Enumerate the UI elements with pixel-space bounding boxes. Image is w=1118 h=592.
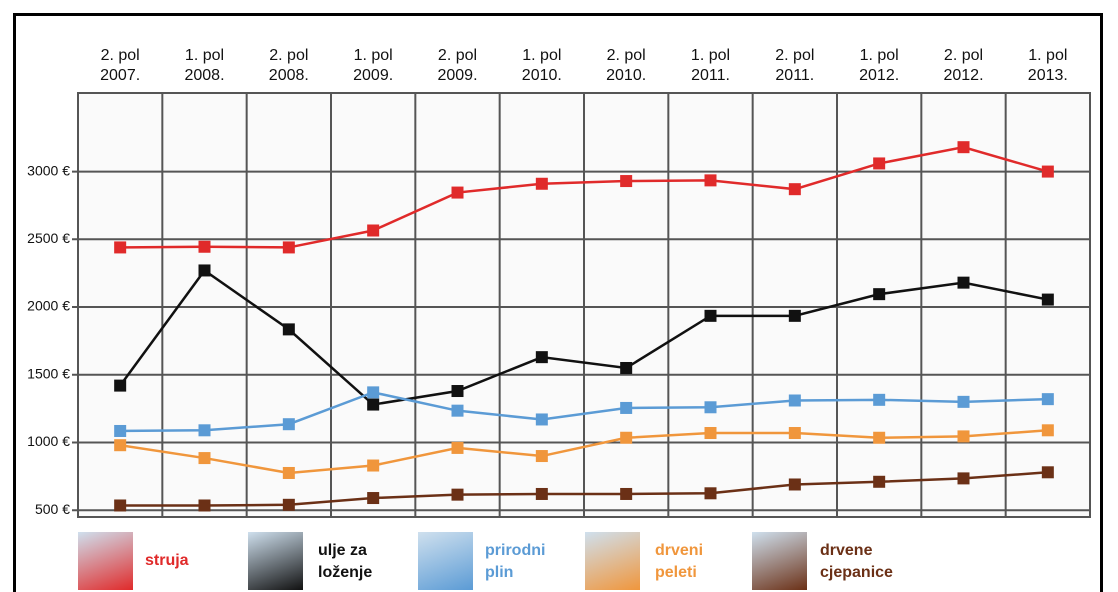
data-point <box>198 452 211 465</box>
data-point <box>535 413 548 426</box>
series-line <box>120 145 1049 249</box>
data-point <box>957 472 970 485</box>
data-point <box>620 175 633 188</box>
data-point <box>704 309 717 322</box>
data-point <box>114 241 127 254</box>
data-point <box>451 186 464 199</box>
x-tick-label: 2. pol 2008. <box>268 47 309 84</box>
data-point <box>788 478 801 491</box>
data-point <box>451 488 464 501</box>
data-point <box>198 240 211 253</box>
data-point <box>367 492 380 505</box>
data-point <box>114 499 127 512</box>
data-point <box>451 385 464 398</box>
legend-label: struja <box>145 552 189 569</box>
y-tick-label: 1500 € <box>27 365 70 381</box>
data-point <box>198 424 211 437</box>
legend-icon <box>418 532 473 590</box>
y-tick-label: 2500 € <box>27 230 70 246</box>
x-tick-label: 2. pol 2010. <box>606 47 647 84</box>
data-point <box>704 487 717 500</box>
data-point <box>957 430 970 443</box>
data-point <box>114 379 127 392</box>
data-point <box>620 487 633 500</box>
data-point <box>620 431 633 444</box>
data-point <box>367 398 380 411</box>
data-point <box>704 401 717 414</box>
data-point <box>451 404 464 417</box>
legend-label: prirodni plin <box>485 542 546 581</box>
data-point <box>198 499 211 512</box>
data-point <box>535 487 548 500</box>
data-point <box>873 393 886 406</box>
data-point <box>1041 424 1054 437</box>
legend-label: drvene cjepanice <box>820 542 893 581</box>
series-line <box>120 471 1048 507</box>
data-point <box>957 395 970 408</box>
data-point <box>788 309 801 322</box>
legend-icon <box>248 532 303 590</box>
data-point <box>957 276 970 289</box>
data-point <box>788 183 801 196</box>
frame <box>13 13 1103 592</box>
data-point <box>788 394 801 407</box>
y-tick-label: 2000 € <box>27 298 70 314</box>
data-point <box>367 459 380 472</box>
data-point <box>282 323 295 336</box>
data-point <box>535 450 548 463</box>
data-point <box>282 241 295 254</box>
data-point <box>704 427 717 440</box>
data-point <box>282 498 295 511</box>
y-tick-label: 3000 € <box>27 162 70 178</box>
y-tick-label: 500 € <box>35 501 70 517</box>
legend-icon <box>78 532 133 590</box>
data-point <box>1041 393 1054 406</box>
data-point <box>1041 293 1054 306</box>
legend-icon <box>585 532 640 590</box>
data-point <box>367 386 380 399</box>
x-tick-label: 2. pol 2009. <box>437 47 478 84</box>
data-point <box>1041 466 1054 479</box>
legend-icon <box>752 532 807 590</box>
x-tick-label: 1. pol 2008. <box>184 47 225 84</box>
x-tick-label: 1. pol 2010. <box>521 47 562 84</box>
data-point <box>788 427 801 440</box>
data-point <box>535 177 548 190</box>
x-tick-label: 1. pol 2012. <box>859 47 900 84</box>
data-point <box>873 475 886 488</box>
data-point <box>873 431 886 444</box>
legend-label: drveni peleti <box>655 542 704 581</box>
data-point <box>620 401 633 414</box>
data-point <box>114 424 127 437</box>
data-point <box>451 441 464 454</box>
data-point <box>114 439 127 452</box>
x-tick-label: 1. pol 2009. <box>353 47 394 84</box>
data-point <box>873 157 886 170</box>
x-tick-label: 1. pol 2011. <box>690 47 731 84</box>
data-point <box>535 351 548 364</box>
data-point <box>957 141 970 154</box>
series-line <box>120 391 1048 433</box>
data-point <box>620 361 633 374</box>
data-point <box>198 264 211 277</box>
data-point <box>704 174 717 187</box>
y-tick-label: 1000 € <box>27 433 70 449</box>
data-point <box>873 288 886 301</box>
series-line <box>119 429 1048 475</box>
data-point <box>282 418 295 431</box>
data-point <box>367 224 380 237</box>
x-tick-label: 2. pol 2011. <box>775 47 815 84</box>
data-point <box>1041 165 1054 178</box>
legend-label: ulje za loženje <box>318 542 373 581</box>
series-line <box>119 268 1049 406</box>
x-tick-label: 2. pol 2007. <box>100 47 141 84</box>
x-tick-label: 1. pol 2013. <box>1027 47 1068 84</box>
x-tick-label: 2. pol 2012. <box>943 47 984 84</box>
data-point <box>282 466 295 479</box>
